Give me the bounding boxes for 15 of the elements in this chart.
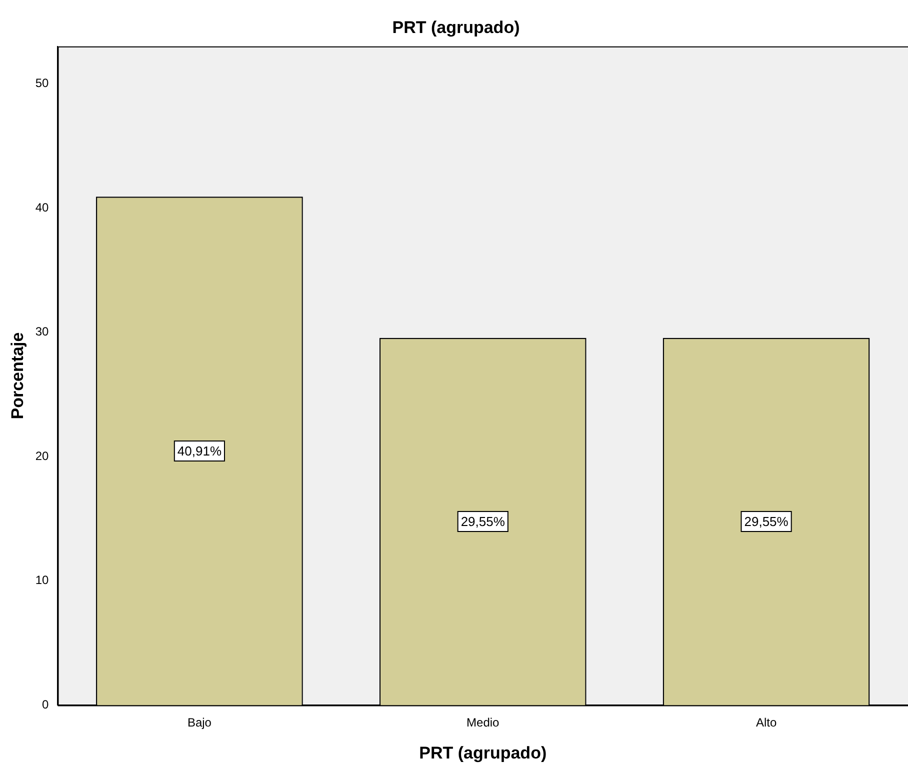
y-tick-label: 10 [35, 573, 50, 588]
x-tick-label: Alto [756, 716, 777, 730]
y-axis-title: Porcentaje [8, 332, 27, 420]
x-tick-label: Medio [466, 716, 500, 730]
data-label: 40,91% [177, 444, 222, 459]
x-axis-title: PRT (agrupado) [419, 743, 547, 762]
data-label: 29,55% [460, 514, 506, 530]
y-tick-label: 50 [35, 76, 50, 90]
y-tick-label: 0 [42, 698, 50, 712]
y-tick-label: 40 [35, 200, 50, 214]
x-tick-label: Bajo [187, 716, 212, 730]
chart-title: PRT (agrupado) [392, 18, 520, 37]
y-tick-label: 30 [35, 324, 50, 339]
data-label: 29,55% [744, 514, 789, 530]
y-tick-label: 20 [35, 448, 50, 463]
